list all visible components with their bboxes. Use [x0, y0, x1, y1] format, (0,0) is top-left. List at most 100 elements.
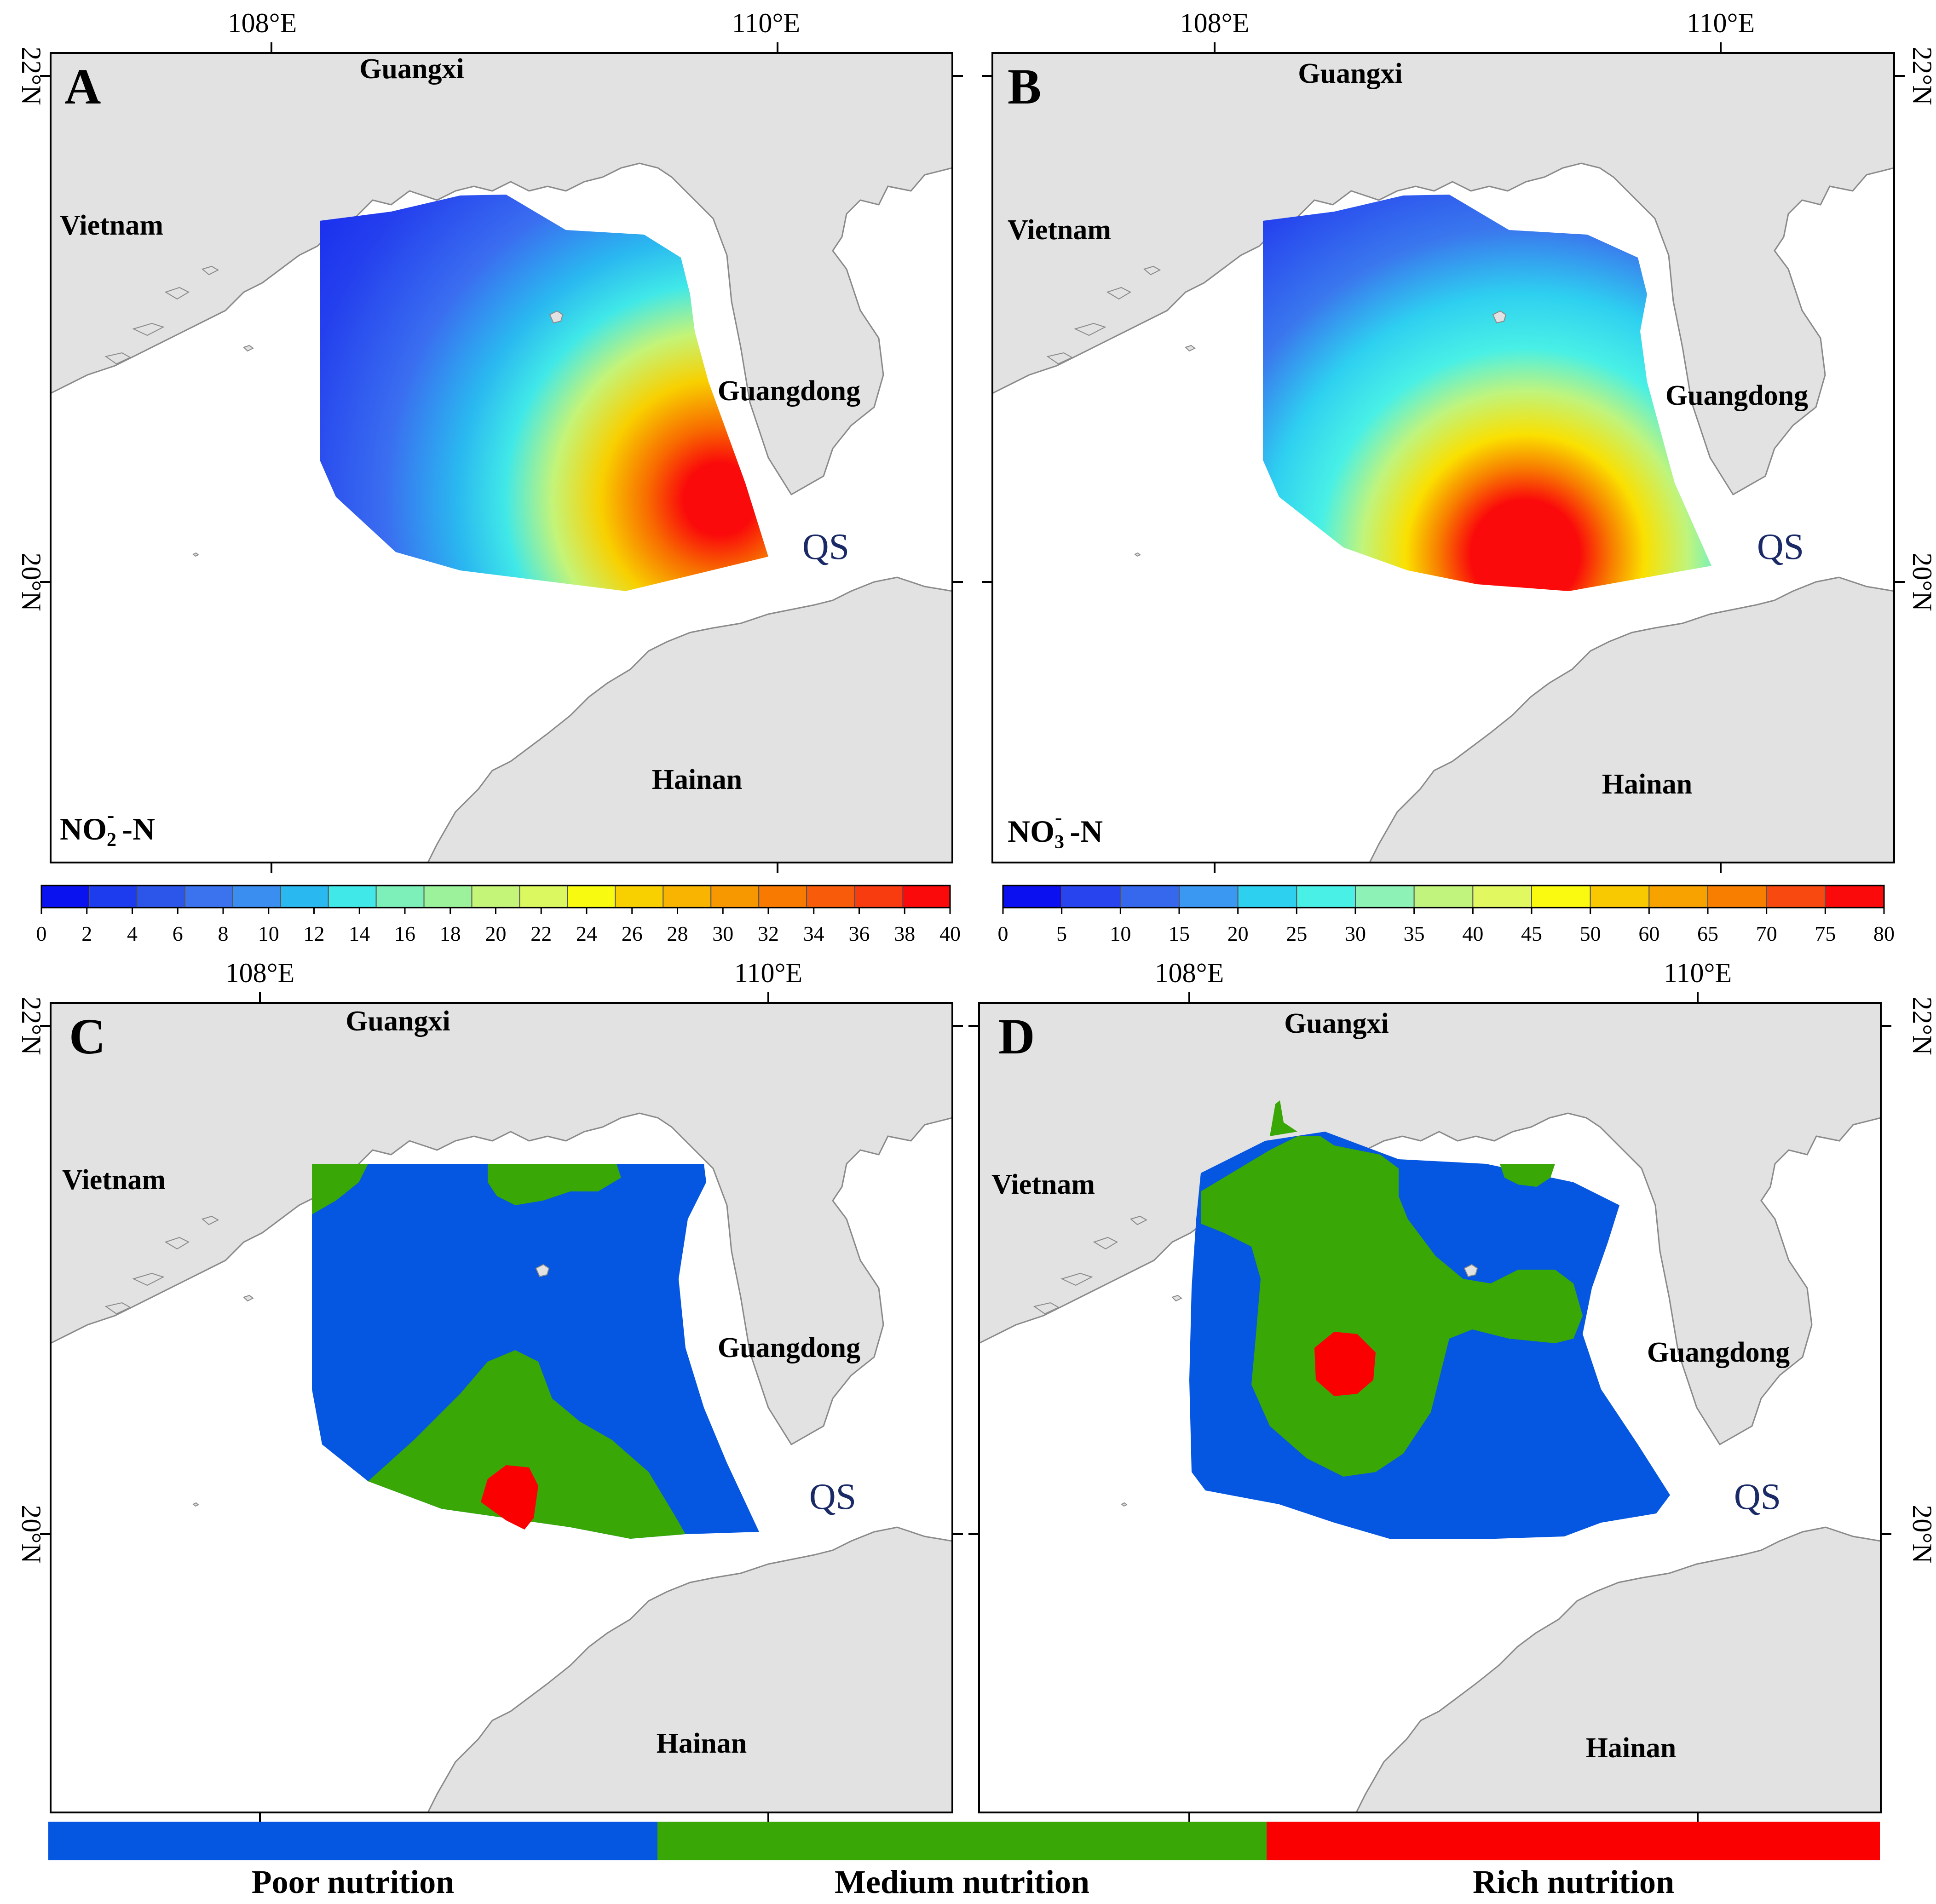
medium-area-d: [1201, 1136, 1583, 1477]
place-vietnam: Vietnam: [62, 1164, 166, 1196]
medium-area-c-south: [368, 1350, 686, 1539]
colorbar-b-segment: [1413, 885, 1474, 908]
colorbar-a-tick-label: 24: [576, 922, 597, 945]
place-guangdong: Guangdong: [718, 1332, 860, 1363]
lon-label-108: 108°E: [1155, 958, 1224, 988]
colorbar-a-tick-label: 16: [394, 922, 415, 945]
colorbar-b-segment: [1707, 885, 1767, 908]
colorbar-a-tick-label: 30: [712, 922, 733, 945]
lat-label-20: 20°N: [1907, 1505, 1936, 1563]
medium-area-c-nw: [312, 1164, 368, 1214]
colorbar-a-segment: [567, 885, 616, 908]
colorbar-a-segment: [328, 885, 377, 908]
colorbar-b-segment: [1237, 885, 1297, 908]
colorbar-b-segment: [1120, 885, 1180, 908]
colorbar-a-segment: [471, 885, 520, 908]
colorbar-b-tick-label: 10: [1110, 922, 1131, 945]
legend-swatch-rich: [1267, 1822, 1880, 1860]
place-hainan: Hainan: [1602, 769, 1692, 800]
lat-label-22: 22°N: [16, 996, 46, 1055]
place-guangdong: Guangdong: [1647, 1337, 1790, 1368]
colorbar-a-tick-label: 26: [622, 922, 643, 945]
panel-b-labels: 108°E 110°E 22°N 20°N B Guangxi Vietnam …: [1008, 8, 1936, 853]
colorbar-a-tick-label: 6: [173, 922, 183, 945]
panel-letter: C: [69, 1008, 105, 1064]
place-vietnam: Vietnam: [991, 1169, 1095, 1200]
colorbar-a-segment: [854, 885, 903, 908]
place-guangxi: Guangxi: [1284, 1008, 1389, 1039]
lon-label-110: 110°E: [734, 958, 802, 988]
medium-area-d-inlet: [1270, 1100, 1297, 1136]
colorbar-b-tick-label: 5: [1056, 922, 1067, 945]
panel-d: [979, 1003, 1881, 1812]
place-vietnam: Vietnam: [60, 210, 163, 241]
colorbar-a-segment: [423, 885, 472, 908]
nitrite-field: [320, 195, 768, 591]
rich-area-c: [481, 1465, 538, 1530]
lat-label-22: 22°N: [1907, 46, 1936, 105]
colorbar-a-tick-label: 10: [258, 922, 279, 945]
colorbar-b-tick-label: 25: [1286, 922, 1307, 945]
colorbar-a-segment: [615, 885, 664, 908]
colorbar-a-segment: [519, 885, 568, 908]
colorbar-a-segment: [136, 885, 185, 908]
colorbar-a-tick-label: 22: [530, 922, 552, 945]
colorbar-b-tick-label: 60: [1638, 922, 1659, 945]
colorbar-b-tick-label: 65: [1697, 922, 1718, 945]
colorbar-a-segment: [902, 885, 951, 908]
colorbar-b-tick-label: 45: [1521, 922, 1542, 945]
variable-label: NO2- -N: [60, 803, 155, 851]
colorbar-b-tick-label: 50: [1580, 922, 1601, 945]
lon-label-108: 108°E: [225, 958, 295, 988]
colorbar-b-segment: [1061, 885, 1121, 908]
panel-a-labels: 108°E 110°E 22°N 20°N A Guangxi Vietnam …: [16, 8, 860, 851]
place-hainan: Hainan: [652, 764, 742, 795]
colorbar-a-segment: [88, 885, 138, 908]
colorbar-b-tick-label: 35: [1404, 922, 1425, 945]
colorbar-b-tick-label: 40: [1462, 922, 1483, 945]
colorbar-b-segment: [1179, 885, 1239, 908]
colorbar-a-tick-label: 0: [36, 922, 47, 945]
colorbar-b-segment: [1472, 885, 1532, 908]
colorbar-nitrite: 0 2 4 6 8 10 12 14 16 18 20 22 24 26 28 30 32 34 36 38 40: [36, 885, 961, 945]
colorbar-b-tick-label: 15: [1169, 922, 1190, 945]
panel-c-frame: [50, 1002, 953, 1813]
nitrate-field: [1263, 195, 1711, 591]
panel-b-frame: [991, 52, 1895, 863]
colorbar-b-tick-label: 70: [1756, 922, 1777, 945]
place-qs: QS: [809, 1477, 856, 1517]
legend-label-poor: Poor nutrition: [252, 1864, 455, 1900]
lon-label-110: 110°E: [732, 8, 800, 38]
colorbar-a-segment: [375, 885, 425, 908]
colorbar-b-segment: [1355, 885, 1415, 908]
colorbar-a-segment: [758, 885, 807, 908]
colorbar-b-tick-label: 0: [998, 922, 1008, 945]
legend-label-rich: Rich nutrition: [1473, 1864, 1674, 1900]
place-hainan: Hainan: [657, 1728, 747, 1759]
legend-swatch-poor: [48, 1822, 657, 1860]
lat-label-22: 22°N: [1907, 996, 1936, 1055]
panel-letter: B: [1008, 58, 1041, 115]
colorbar-a-segment: [710, 885, 760, 908]
colorbar-a-segment: [280, 885, 329, 908]
panel-c: [51, 1003, 952, 1812]
colorbar-a-tick-label: 18: [440, 922, 461, 945]
colorbar-a-tick-label: 12: [304, 922, 325, 945]
place-qs: QS: [1757, 527, 1804, 567]
lat-label-22: 22°N: [16, 46, 46, 105]
place-guangxi: Guangxi: [359, 53, 464, 85]
colorbar-a-tick-label: 28: [667, 922, 688, 945]
place-guangdong: Guangdong: [1665, 380, 1808, 411]
colorbar-a-segment: [806, 885, 855, 908]
panel-d-labels: 108°E 110°E 22°N 20°N D Guangxi Vietnam …: [991, 958, 1936, 1764]
place-hainan: Hainan: [1586, 1732, 1676, 1764]
colorbar-a-tick-label: 38: [894, 922, 915, 945]
lat-label-20: 20°N: [16, 1505, 46, 1563]
colorbar-a-tick-label: 32: [758, 922, 779, 945]
lon-label-110: 110°E: [1664, 958, 1732, 988]
colorbar-b-tick-label: 20: [1227, 922, 1249, 945]
lon-label-108: 108°E: [1180, 8, 1250, 38]
axis-ticks: [40, 42, 1905, 1823]
lon-label-108: 108°E: [228, 8, 297, 38]
